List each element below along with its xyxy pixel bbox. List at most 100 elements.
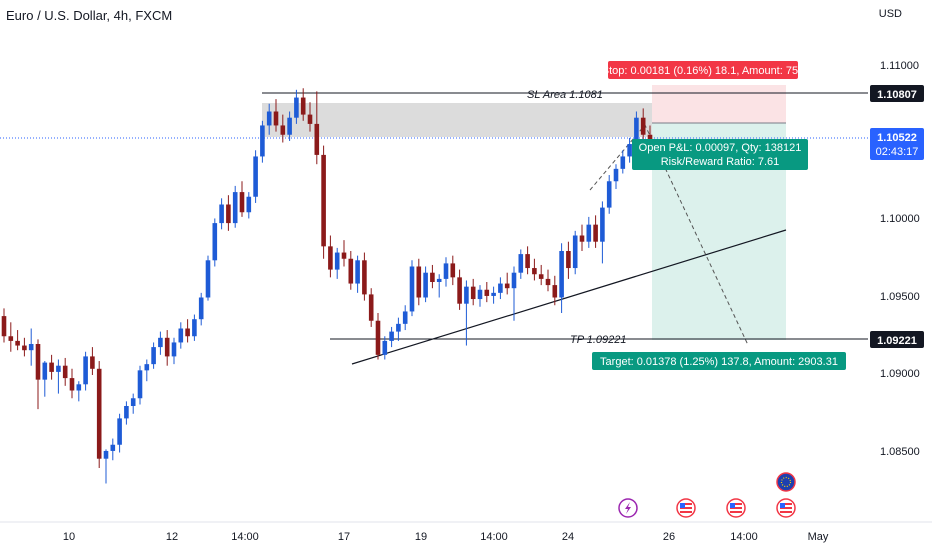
us-flag-icon[interactable] [726,498,746,518]
y-tick-label: 1.11000 [880,60,919,72]
candle-body [627,144,632,157]
x-tick-label: 26 [663,531,675,543]
candle-body [76,384,82,391]
candle-body [56,365,61,372]
candle-body [559,251,564,298]
candle-body [606,181,612,208]
y-tick-label: 1.10000 [880,213,920,225]
stop-badge [608,61,798,79]
candle-body [151,347,156,365]
x-tick-label: 24 [562,531,574,543]
candle-body [226,204,231,224]
candles-group [1,88,653,484]
candle-body [464,286,469,304]
target-badge-text: Target: 0.01378 (1.25%) 137.8, Amount: 2… [600,356,838,368]
sl-area-label: SL Area 1.1081 [527,89,603,101]
x-tick-label: 17 [338,531,350,543]
candle-body [300,97,306,115]
candle-body [42,362,48,380]
candle-body [504,283,510,289]
x-tick-label: 14:00 [231,531,259,543]
pnl-line1: Open P&L: 0.00097, Qty: 138121 [639,142,802,154]
candle-body [389,331,394,341]
candle-body [22,345,27,351]
us-flag-icon[interactable] [676,498,696,518]
candle-body [566,251,571,269]
candle-body [423,272,428,298]
candle-body [246,196,252,213]
candle-body [294,97,299,118]
candle-body [430,272,435,282]
candle-body [470,286,476,300]
current-price-tag [870,128,924,160]
x-tick-label: 12 [166,531,178,543]
candle-body [402,311,408,324]
us-flag-icon[interactable] [776,498,796,518]
candle-body [532,268,537,275]
candle-body [164,337,170,357]
candle-body [396,323,401,332]
tp-label: TP 1.09221 [570,334,626,346]
candle-body [552,285,558,298]
resistance-zone [262,103,702,137]
candle-body [457,277,462,304]
candle-body [280,125,286,135]
candle-body [83,356,88,385]
candle-body [273,111,279,126]
candle-body [178,328,184,343]
candle-body [198,297,204,320]
eu-flag-icon[interactable] [776,472,796,492]
currency-label: USD [878,8,902,20]
candle-body [545,278,551,286]
candle-body [192,319,197,337]
candle-body [416,266,422,298]
tp-price-tag [870,331,924,348]
candle-body [328,246,333,270]
sl-price-tag [870,85,924,102]
candle-body [600,207,605,242]
candle-body [321,154,326,247]
candle-body [239,192,245,213]
x-tick-label: 14:00 [480,531,508,543]
y-tick-label: 1.08500 [880,446,920,458]
sl-price-tag-text: 1.10807 [877,89,917,101]
tp-price-tag-text: 1.09221 [877,335,917,347]
candle-body [110,444,116,451]
candle-body [314,123,320,155]
candle-body [640,117,646,135]
candle-body [205,260,211,298]
event-icons[interactable] [618,472,796,518]
time-axis[interactable]: 10 12 14:00 17 19 14:00 24 26 14:00 May [63,531,829,543]
candle-body [130,398,136,406]
candle-body [171,342,177,357]
candle-body [90,356,95,369]
candle-body [144,364,150,371]
support-trendline[interactable] [351,229,787,365]
price-axis[interactable]: 1.11000 1.10000 1.09500 1.09000 1.08500 … [870,60,924,458]
stop-badge-text: Stop: 0.00181 (0.16%) 18.1, Amount: 750 [602,65,804,77]
candle-body [103,450,109,459]
candle-body [477,289,483,300]
candle-body [634,117,639,145]
candle-body [8,336,14,341]
candle-body [219,204,224,224]
candle-body [28,344,34,351]
candle-body [647,134,653,140]
candle-body [260,125,265,157]
candle-body [232,192,238,224]
candle-body [1,316,7,337]
candle-body [158,337,163,348]
candle-body [62,365,68,379]
pnl-line2: Risk/Reward Ratio: 7.61 [661,156,780,168]
y-tick-label: 1.09000 [880,368,920,380]
candle-body [212,223,218,261]
candle-body [382,340,388,355]
candle-body [307,114,313,124]
x-tick-label: 10 [63,531,75,543]
candle-body [511,272,517,289]
candle-body [253,156,258,197]
lightning-icon[interactable] [618,498,638,518]
candle-body [96,368,102,459]
y-tick-label: 1.09500 [880,291,920,303]
